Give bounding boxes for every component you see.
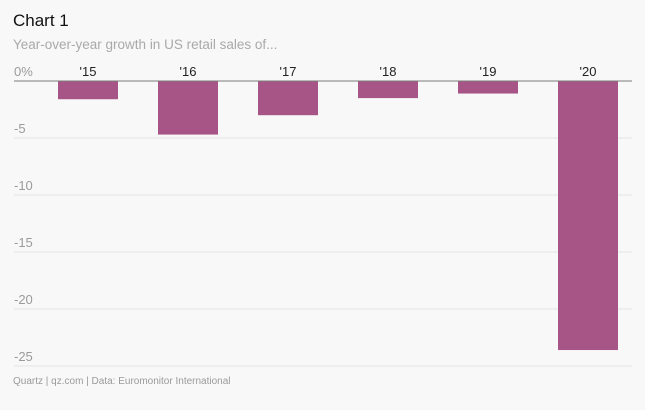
y-tick-label: -10 <box>14 178 33 193</box>
gridlines <box>14 137 632 367</box>
chart-subtitle: Year-over-year growth in US retail sales… <box>13 37 278 52</box>
category-label: '19 <box>480 64 497 79</box>
bar-17 <box>258 81 318 116</box>
bars <box>58 81 618 351</box>
source-footer: Quartz | qz.com | Data: Euromonitor Inte… <box>13 376 231 387</box>
y-tick-label: -5 <box>14 121 26 136</box>
chart-title: Chart 1 <box>13 11 69 30</box>
category-label: '18 <box>380 64 397 79</box>
y-tick-label: 0% <box>14 64 33 79</box>
y-tick-label: -15 <box>14 235 33 250</box>
bar-19 <box>458 81 518 94</box>
category-label: '15 <box>80 64 97 79</box>
bar-15 <box>58 81 118 100</box>
category-label: '17 <box>280 64 297 79</box>
bar-16 <box>158 81 218 135</box>
y-tick-label: -25 <box>14 349 33 364</box>
y-tick-labels: 0% -5 -10 -15 -20 -25 <box>14 64 33 364</box>
category-label: '16 <box>180 64 197 79</box>
bar-18 <box>358 81 418 99</box>
y-tick-label: -20 <box>14 292 33 307</box>
category-label: '20 <box>580 64 597 79</box>
bar-20 <box>558 81 618 351</box>
category-labels: '15 '16 '17 '18 '19 '20 <box>80 64 597 79</box>
